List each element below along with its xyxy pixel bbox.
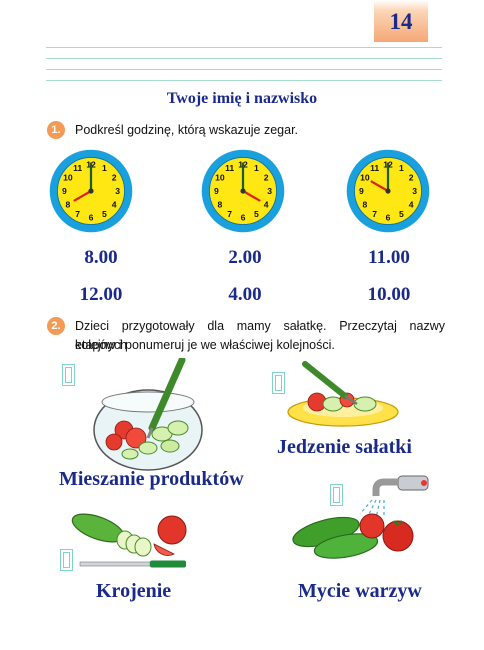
clock-numeral: 5 — [399, 209, 404, 219]
clock-hour-hand — [241, 189, 261, 202]
clock-numeral: 11 — [370, 163, 379, 173]
task-2-number-badge: 2. — [47, 317, 65, 335]
clock-numeral: 8 — [66, 199, 71, 209]
clock-center — [240, 188, 246, 194]
clock-numeral: 3 — [115, 186, 120, 196]
writing-line — [46, 69, 442, 70]
answer-box-washing[interactable] — [330, 484, 343, 506]
clock-numeral: 5 — [102, 209, 107, 219]
page-number: 14 — [374, 0, 428, 42]
clock-numeral: 10 — [63, 173, 73, 183]
clock-numeral: 9 — [62, 186, 67, 196]
clock-numeral: 7 — [75, 209, 80, 219]
time-option[interactable]: 4.00 — [228, 284, 262, 305]
salad-plate-illustration — [287, 361, 399, 427]
clock-numeral: 9 — [214, 186, 219, 196]
page-title: Twoje imię i nazwisko — [166, 90, 318, 107]
clock-numeral: 1 — [102, 163, 107, 173]
clock-numeral: 5 — [254, 209, 259, 219]
clock-numeral: 7 — [227, 209, 232, 219]
clock-hour-hand — [73, 189, 93, 202]
clock-numeral: 2 — [264, 173, 269, 183]
clock-center — [385, 188, 391, 194]
cutting-vegetables-illustration — [71, 513, 187, 568]
clock-numeral: 4 — [264, 199, 269, 209]
clock-numeral: 2 — [112, 173, 117, 183]
washing-vegetables-illustration — [292, 475, 429, 559]
answer-box-cutting[interactable] — [60, 549, 73, 571]
stage-label-mixing: Mieszanie produktów — [59, 468, 244, 490]
answer-box-eating[interactable] — [272, 372, 285, 394]
clock-numeral: 4 — [409, 199, 414, 209]
clock-numeral: 11 — [73, 163, 82, 173]
clock-numeral: 8 — [218, 199, 223, 209]
writing-line — [46, 47, 442, 48]
stage-label-eating: Jedzenie sałatki — [277, 436, 412, 458]
clock-numeral: 10 — [360, 173, 370, 183]
task-1-instruction: Podkreśl godzinę, którą wskazuje zegar. — [75, 123, 299, 137]
clock-numeral: 6 — [241, 213, 246, 223]
time-option[interactable]: 10.00 — [367, 284, 411, 305]
task-2-instruction-line-2: etapów i ponumeruj je we właściwej kolej… — [75, 338, 335, 352]
task-2-instruction-line-1: Dzieci przygotowały dla mamy sałatkę. Pr… — [75, 319, 445, 352]
stage-label-washing: Mycie warzyw — [298, 580, 422, 602]
writing-line — [46, 80, 442, 81]
writing-line — [46, 58, 442, 59]
time-option[interactable]: 12.00 — [79, 284, 123, 305]
stage-label-cutting: Krojenie — [96, 580, 172, 602]
clock-numeral: 7 — [372, 209, 377, 219]
clock-numeral: 8 — [363, 199, 368, 209]
clock-hour-hand — [370, 180, 390, 193]
clock-numeral: 6 — [89, 213, 94, 223]
answer-box-mixing[interactable] — [62, 364, 75, 386]
clock-numeral: 4 — [112, 199, 117, 209]
task-1-number-badge: 1. — [47, 121, 65, 139]
salad-bowl-illustration — [93, 358, 203, 471]
time-option[interactable]: 11.00 — [368, 247, 410, 268]
clock-numeral: 9 — [359, 186, 364, 196]
clock-numeral: 3 — [267, 186, 272, 196]
clock-center — [88, 188, 94, 194]
time-option[interactable]: 8.00 — [84, 247, 118, 268]
clock-numeral: 10 — [215, 173, 225, 183]
clock-numeral: 3 — [412, 186, 417, 196]
clock-numeral: 6 — [386, 213, 391, 223]
clock-numeral: 11 — [225, 163, 234, 173]
clock-numeral: 2 — [409, 173, 414, 183]
time-option[interactable]: 2.00 — [228, 247, 262, 268]
clock-numeral: 1 — [399, 163, 404, 173]
clock-numeral: 1 — [254, 163, 259, 173]
